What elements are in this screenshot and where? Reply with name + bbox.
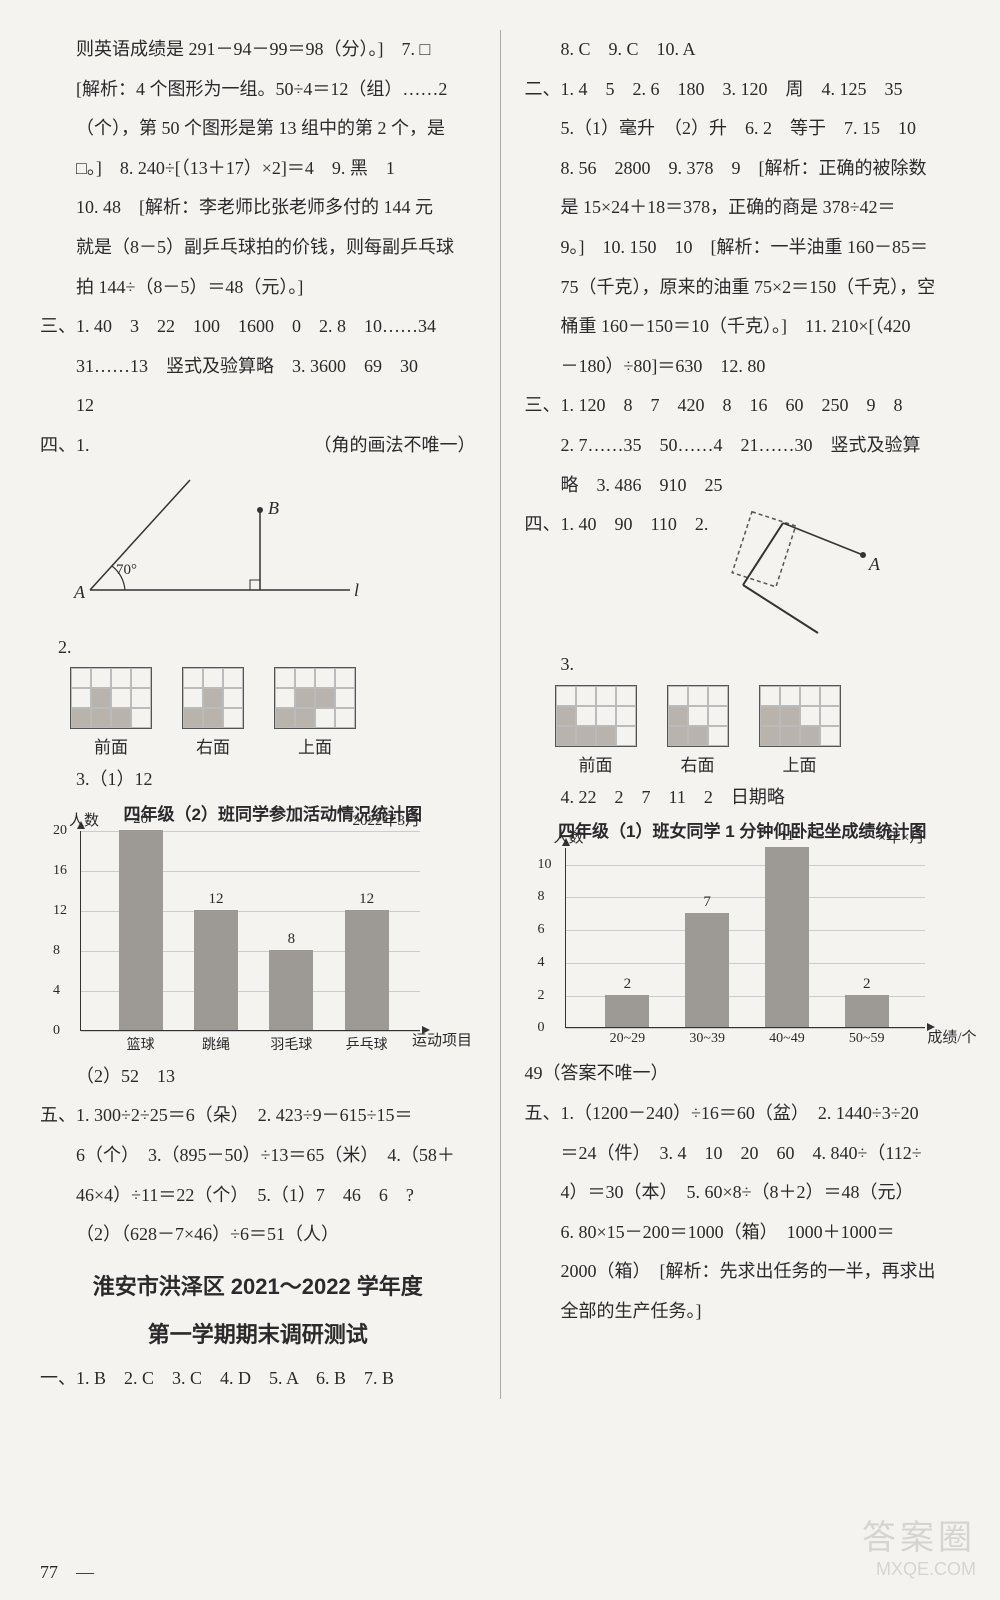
text: 就是（8－5）副乒乓球拍的价钱，则每副乒乓球 (40, 228, 476, 268)
chart-date: 2022年3月 (352, 809, 420, 830)
text: 拍 144÷（8－5）＝48（元）。] (40, 268, 476, 308)
text: 5.（1）毫升 （2）升 6. 2 等于 7. 15 10 (525, 109, 961, 149)
section-3: 三、1. 120 8 7 420 8 16 60 250 9 8 (525, 386, 961, 426)
angle-diagram: A 70° B l (70, 470, 370, 620)
point-a: A (869, 545, 880, 585)
bar (194, 910, 238, 1030)
bar (269, 950, 313, 1030)
front-view: 前面 (555, 685, 637, 776)
section-5: 五、1. 300÷2÷25＝6（朵） 2. 423÷9－615÷15＝ (40, 1096, 476, 1136)
text: □。] 8. 240÷[（13＋17）×2]＝4 9. 黑 1 (40, 149, 476, 189)
bar (845, 995, 889, 1028)
text: 4）＝30（本） 5. 60×8÷（8＋2）＝48（元） (525, 1173, 961, 1213)
section-3: 三、1. 40 3 22 100 1600 0 2. 8 10……34 (40, 307, 476, 347)
note: （角的画法不唯一） (314, 426, 476, 466)
text: 75（千克），原来的油重 75×2＝150（千克），空 (525, 268, 961, 308)
section-5: 五、1.（1200－240）÷16＝60（盆） 2. 1440÷3÷20 (525, 1094, 961, 1134)
text: （个），第 50 个图形是第 13 组中的第 2 个，是 (40, 109, 476, 149)
section-2: 二、1. 4 5 2. 6 180 3. 120 周 4. 125 35 (525, 70, 961, 110)
text: [解析：4 个图形为一组。50÷4＝12（组）……2 (40, 70, 476, 110)
bar (345, 910, 389, 1030)
section-1: 一、1. B 2. C 3. C 4. D 5. A 6. B 7. B (40, 1359, 476, 1399)
text: ＝24（件） 3. 4 10 20 60 4. 840÷（112÷ (525, 1134, 961, 1174)
text: 12 (40, 386, 476, 426)
top-view: 上面 (759, 685, 841, 776)
text: 则英语成绩是 291－94－99＝98（分）。] 7. □ (40, 30, 476, 70)
text: 9。] 10. 150 10 [解析：一半油重 160－85＝ (525, 228, 961, 268)
view-label: 前面 (70, 733, 152, 758)
bar (605, 995, 649, 1028)
text: 全部的生产任务。] (525, 1292, 961, 1332)
text: 是 15×24＋18＝378，正确的商是 378÷42＝ (525, 188, 961, 228)
chart-date: ×年×月 (878, 826, 925, 847)
text: 桶重 160－150＝10（千克）。] 11. 210×[（420 (525, 307, 961, 347)
angle-diagram-right: A (723, 505, 893, 645)
x-axis-title: 运动项目 (412, 1029, 472, 1050)
column-divider (500, 30, 501, 1399)
text: 46×4）÷11＝22（个） 5.（1）7 46 6 ? (40, 1176, 476, 1216)
section-4-3: 3.（1）12 (40, 760, 476, 800)
front-view: 前面 (70, 667, 152, 758)
x-axis-title: 成绩/个 (927, 1026, 976, 1047)
text: 四、1. 40 90 110 2. (525, 514, 709, 534)
section-4-1: 四、1. （角的画法不唯一） (40, 426, 476, 466)
text: 略 3. 486 910 25 (525, 466, 961, 506)
left-column: 则英语成绩是 291－94－99＝98（分）。] 7. □ [解析：4 个图形为… (40, 30, 476, 1399)
bar (765, 847, 809, 1027)
text: 8. 56 2800 9. 378 9 [解析：正确的被除数 (525, 149, 961, 189)
three-views-right: 前面 右面 上面 (555, 685, 961, 776)
right-view: 右面 (667, 685, 729, 776)
exam-title-1: 淮安市洪泽区 2021～2022 学年度 (40, 1263, 476, 1311)
text: 6. 80×15－200＝1000（箱） 1000＋1000＝ (525, 1213, 961, 1253)
angle-label: 70° (116, 562, 137, 579)
section-4-4: 4. 22 2 7 11 2 日期略 (525, 778, 961, 818)
text: （2）（628－7×46）÷6＝51（人） (40, 1215, 476, 1255)
section-4-3b: （2）52 13 (40, 1057, 476, 1097)
right-view: 右面 (182, 667, 244, 758)
text: 2. 7……35 50……4 21……30 竖式及验算 (525, 426, 961, 466)
text: 31……13 竖式及验算略 3. 3600 69 30 (40, 347, 476, 387)
y-axis-title: 人数 (69, 809, 99, 830)
text: 8. C 9. C 10. A (525, 30, 961, 70)
point-a: A (74, 582, 85, 603)
page-number: 77 — (40, 1558, 94, 1584)
section-4-2: 2. (40, 628, 476, 668)
section-4-3: 3. (525, 645, 961, 685)
chart1: 人数 2022年3月 运动项目 04812162020篮球12跳绳8羽毛球12乒… (80, 831, 476, 1031)
text: 2000（箱） [解析：先求出任务的一半，再求出 (525, 1252, 961, 1292)
point-b: B (268, 498, 279, 519)
view-label: 上面 (759, 751, 841, 776)
text: －180）÷80]＝630 12. 80 (525, 347, 961, 387)
label: 四、1. (40, 426, 90, 466)
text: 10. 48 [解析：李老师比张老师多付的 144 元 (40, 188, 476, 228)
chart-note: 49（答案不唯一） (525, 1054, 961, 1094)
chart2: 人数 ×年×月 成绩/个 0246810220~29730~391140~492… (565, 848, 961, 1028)
view-label: 右面 (667, 751, 729, 776)
bar (685, 913, 729, 1028)
line-l: l (354, 580, 359, 601)
view-label: 前面 (555, 751, 637, 776)
text: 6（个） 3.（895－50）÷13＝65（米） 4.（58＋ (40, 1136, 476, 1176)
three-views: 前面 右面 上面 (70, 667, 476, 758)
right-column: 8. C 9. C 10. A 二、1. 4 5 2. 6 180 3. 120… (525, 30, 961, 1399)
top-view: 上面 (274, 667, 356, 758)
view-label: 上面 (274, 733, 356, 758)
bar (119, 830, 163, 1030)
watermark: 答案圈 MXQE.COM (862, 1510, 976, 1580)
view-label: 右面 (182, 733, 244, 758)
y-axis-title: 人数 (554, 826, 584, 847)
exam-title-2: 第一学期期末调研测试 (40, 1311, 476, 1359)
section-4-1: 四、1. 40 90 110 2. A (525, 505, 961, 645)
